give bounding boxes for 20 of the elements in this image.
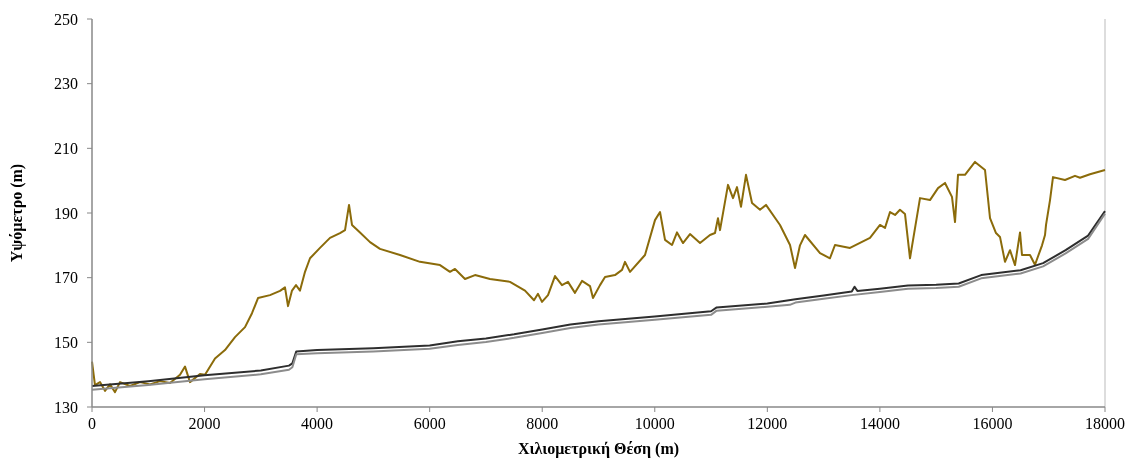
y-tick-label: 230 [54, 75, 78, 93]
x-tick-label: 4000 [301, 415, 334, 432]
x-axis-title: Χιλιομετρική Θέση (m) [517, 440, 680, 458]
y-tick-label: 210 [54, 139, 78, 157]
y-tick-label: 170 [54, 269, 78, 287]
x-tick-label: 8000 [526, 415, 559, 432]
y-axis-title: Υψόμετρο (m) [8, 163, 26, 263]
y-tick-label: 150 [54, 333, 78, 351]
x-tick-label: 18000 [1085, 415, 1125, 432]
x-tick-label: 2000 [188, 415, 221, 432]
x-tick-label: 0 [88, 415, 96, 432]
x-tick-label: 16000 [972, 415, 1013, 432]
y-tick-label: 250 [54, 10, 78, 28]
x-tick-label: 14000 [859, 415, 900, 432]
y-tick-label: 130 [54, 398, 78, 416]
x-tick-label: 10000 [634, 415, 675, 432]
x-tick-label: 12000 [747, 415, 788, 432]
y-tick-label: 190 [54, 204, 78, 222]
line-series [91, 160, 1106, 394]
x-tick-label: 6000 [413, 415, 446, 432]
